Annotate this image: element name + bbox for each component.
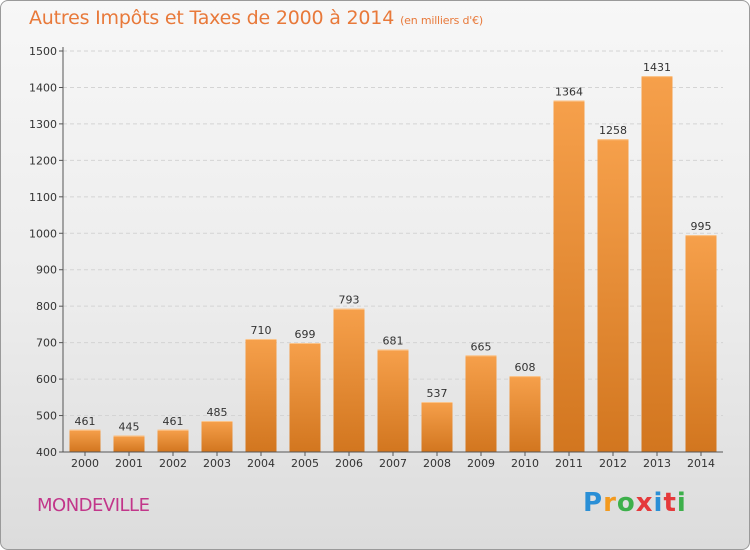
x-tick-label: 2012 [599, 457, 627, 470]
y-tick-label: 500 [36, 410, 57, 423]
bars-group: 461 445 461 485 710 699 793 681 537 665 608 1364 125… [69, 61, 717, 453]
y-tick-label: 900 [36, 264, 57, 277]
bar-value-label: 995 [691, 220, 712, 233]
x-tick-label: 2007 [379, 457, 407, 470]
axes-group: 400 500 600 700 800 900 1000 1100 1200 1300 1400 15… [29, 45, 723, 470]
bar [201, 421, 233, 452]
chart-title-text: Autres Impôts et Taxes de 2000 à 2014 [29, 7, 395, 29]
logo-letter: i [653, 488, 664, 518]
bar-value-label: 710 [251, 324, 272, 337]
bar-value-label: 537 [427, 387, 448, 400]
bar-value-label: 699 [295, 328, 316, 341]
x-tick-label: 2013 [643, 457, 671, 470]
y-tick-label: 1100 [29, 191, 57, 204]
logo-letter: t [663, 488, 677, 518]
bar [597, 139, 629, 452]
bar [377, 349, 409, 452]
logo-letter: o [616, 488, 636, 518]
x-tick-label: 2010 [511, 457, 539, 470]
y-tick-label: 1500 [29, 45, 57, 58]
chart-title: Autres Impôts et Taxes de 2000 à 2014 (en… [29, 7, 483, 29]
x-tick-label: 2001 [115, 457, 143, 470]
bar [465, 355, 497, 452]
bar-value-label: 608 [515, 361, 536, 374]
y-tick-label: 800 [36, 300, 57, 313]
bar [509, 376, 541, 452]
bar-value-label: 1364 [555, 86, 583, 99]
logo-letter: x [635, 488, 654, 518]
bar [641, 76, 673, 453]
y-tick-label: 1200 [29, 154, 57, 167]
x-tick-label: 2009 [467, 457, 495, 470]
x-tick-label: 2004 [247, 457, 275, 470]
x-tick-label: 2003 [203, 457, 231, 470]
bar [289, 343, 321, 452]
x-tick-label: 2011 [555, 457, 583, 470]
bar-value-label: 461 [75, 415, 96, 428]
x-tick-label: 2006 [335, 457, 363, 470]
y-tick-label: 400 [36, 446, 57, 459]
x-tick-label: 2008 [423, 457, 451, 470]
bar [553, 100, 585, 452]
bar [245, 338, 277, 452]
y-tick-label: 1000 [29, 227, 57, 240]
x-tick-label: 2014 [687, 457, 715, 470]
bar-value-label: 681 [383, 335, 404, 348]
bar-value-label: 793 [339, 294, 360, 307]
logo-letter: r [603, 488, 617, 518]
y-tick-label: 1400 [29, 81, 57, 94]
bar [113, 435, 145, 452]
bar [685, 235, 717, 452]
x-tick-label: 2000 [71, 457, 99, 470]
proxiti-logo: Proxiti [583, 488, 687, 518]
bar-value-label: 1258 [599, 124, 627, 137]
chart-subtitle: (en milliers d'€) [400, 14, 483, 27]
bar-value-label: 445 [119, 421, 140, 434]
logo-letter: i [676, 488, 687, 518]
y-tick-label: 700 [36, 337, 57, 350]
y-tick-label: 1300 [29, 118, 57, 131]
bar [421, 402, 453, 452]
bar [69, 429, 101, 452]
bar [157, 429, 189, 452]
bar-value-label: 665 [471, 340, 492, 353]
y-tick-label: 600 [36, 373, 57, 386]
logo-letter: P [583, 488, 604, 518]
city-name: MONDEVILLE [37, 495, 150, 516]
bar-value-label: 461 [163, 415, 184, 428]
x-tick-label: 2002 [159, 457, 187, 470]
bar [333, 308, 365, 452]
x-tick-label: 2005 [291, 457, 319, 470]
bar-value-label: 1431 [643, 61, 671, 74]
bar-value-label: 485 [207, 406, 228, 419]
